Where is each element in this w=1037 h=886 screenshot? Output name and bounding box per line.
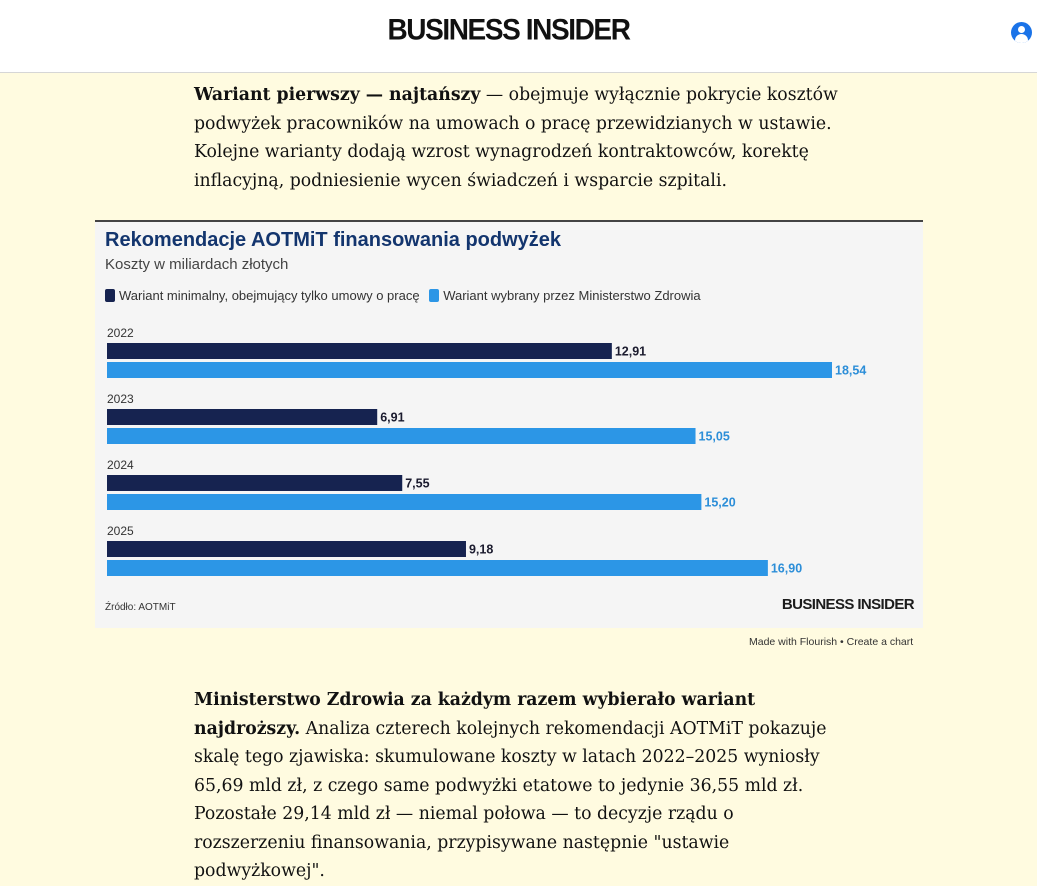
chart-logo: BUSINESS INSIDER (781, 596, 915, 613)
bar-selected[interactable] (107, 428, 696, 444)
category-label: 2025 (107, 524, 134, 538)
chart-source: Źródło: AOTMiT (105, 602, 176, 613)
bar-minimal[interactable] (107, 475, 403, 491)
paragraph-1-lead: Wariant pierwszy — najtańszy (194, 85, 481, 105)
chart-subtitle: Koszty w miliardach złotych (105, 256, 289, 273)
legend-swatch-minimal (105, 289, 115, 302)
credit-separator: • (837, 636, 847, 648)
flourish-credit: Made with Flourish • Create a chart (749, 636, 913, 648)
paragraph-2-text: Analiza czterech kolejnych rekomendacji … (194, 718, 827, 882)
legend-swatch-selected (429, 289, 440, 302)
create-chart-link[interactable]: Create a chart (846, 636, 914, 648)
made-with-flourish-link[interactable]: Made with Flourish (749, 636, 838, 648)
category-label: 2022 (107, 326, 134, 340)
bar-value-label: 9,18 (469, 543, 493, 557)
bar-minimal[interactable] (107, 541, 466, 557)
chart-title: Rekomendacje AOTMiT finansowania podwyże… (105, 229, 562, 251)
bar-selected[interactable] (107, 362, 832, 378)
legend-item-selected[interactable]: Wariant wybrany przez Ministerstwo Zdrow… (429, 288, 701, 303)
bar-value-label: 7,55 (405, 477, 429, 491)
site-logo[interactable]: BUSINESS INSIDER (387, 13, 631, 46)
bar-value-label: 15,05 (699, 430, 730, 444)
site-header: BUSINESS INSIDER (0, 0, 1037, 73)
legend-item-minimal[interactable]: Wariant minimalny, obejmujący tylko umow… (105, 288, 420, 303)
bar-value-label: 6,91 (380, 411, 404, 425)
bar-minimal[interactable] (107, 409, 378, 425)
category-label: 2023 (107, 392, 134, 406)
bar-value-label: 15,20 (704, 496, 735, 510)
legend-label-selected: Wariant wybrany przez Ministerstwo Zdrow… (443, 288, 701, 303)
category-label: 2024 (107, 458, 134, 472)
article-paragraph-2: Ministerstwo Zdrowia za każdym razem wyb… (194, 686, 844, 886)
bar-minimal[interactable] (107, 343, 612, 359)
bar-value-label: 16,90 (771, 562, 802, 576)
article-paragraph-1: Wariant pierwszy — najtańszy — obejmuje … (194, 81, 844, 195)
bar-selected[interactable] (107, 494, 702, 510)
chart-plot: 2022 12,91 18,54 2023 6,91 15,05 2024 7,55 15,20… (107, 326, 866, 576)
bar-value-label: 12,91 (615, 345, 646, 359)
paragraph-1-text: — obejmuje wyłącznie pokrycie kosztów po… (194, 85, 838, 191)
chart-container: Rekomendacje AOTMiT finansowania podwyże… (95, 220, 923, 628)
bar-selected[interactable] (107, 560, 768, 576)
chart-legend: Wariant minimalny, obejmujący tylko umow… (105, 288, 707, 304)
user-circle-icon[interactable] (1011, 22, 1032, 43)
legend-label-minimal: Wariant minimalny, obejmujący tylko umow… (119, 288, 420, 303)
paragraph-2-lead: Ministerstwo Zdrowia za każdym razem wyb… (194, 690, 756, 739)
bar-value-label: 18,54 (835, 364, 866, 378)
